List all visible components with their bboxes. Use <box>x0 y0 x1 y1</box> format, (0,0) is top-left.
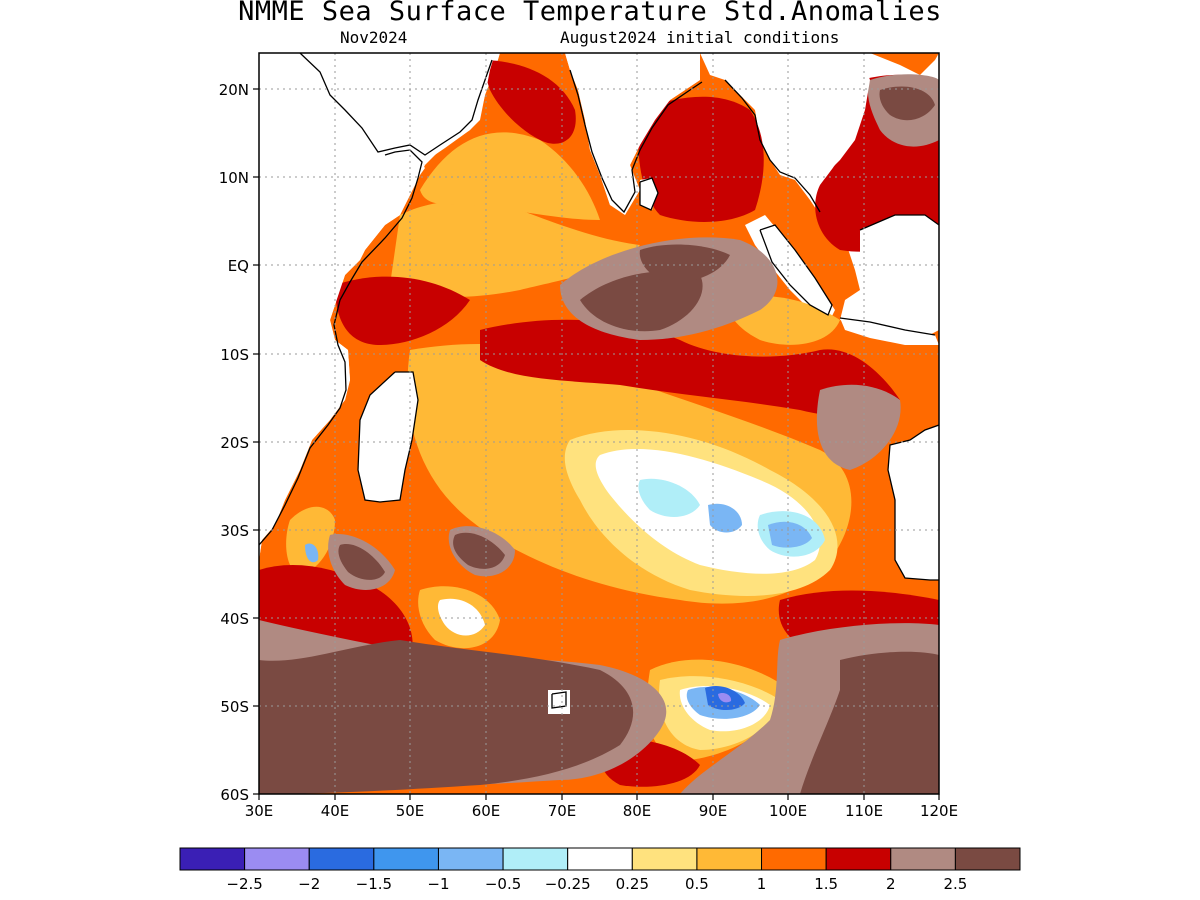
lat-tick-label: EQ <box>228 257 249 275</box>
colorbar-label: 2.5 <box>943 875 967 893</box>
anomaly-light-cyan <box>638 478 700 517</box>
africa-land-mask <box>259 53 425 560</box>
sri-lanka-mask <box>640 178 658 210</box>
java-coast <box>839 317 936 336</box>
lat-tick-label: 30S <box>220 522 249 540</box>
anomaly-blue-core <box>718 692 732 703</box>
lon-tick-label: 60E <box>472 802 501 820</box>
initial-conditions: August2024 initial conditions <box>560 28 840 47</box>
lat-tick-label: 10S <box>220 346 249 364</box>
forecast-month: Nov2024 <box>340 28 408 47</box>
madagascar-coast <box>357 371 419 503</box>
lon-tick-labels: 30E 40E 50E 60E 70E 80E 90E 100E 110E 12… <box>245 802 958 820</box>
colorbar-label: 2 <box>886 875 896 893</box>
colorbar-swatch <box>761 847 827 871</box>
plot-frame <box>258 52 940 795</box>
colorbar <box>179 847 1021 871</box>
lat-tick-label: 20S <box>220 434 249 452</box>
colorbar-swatch <box>696 847 763 871</box>
lon-tick-label: 80E <box>623 802 652 820</box>
colorbar-label: 0.25 <box>616 875 649 893</box>
colorbar-label: 1 <box>757 875 767 893</box>
lon-tick-label: 70E <box>548 802 577 820</box>
anomaly-light-orange-2 <box>420 132 600 220</box>
colorbar-label: −1.5 <box>356 875 392 893</box>
anomaly-dark-brown <box>580 271 703 332</box>
borneo-land-mask <box>860 215 939 305</box>
anomaly-sky-blue-2 <box>768 521 812 548</box>
africa-coast <box>259 149 423 546</box>
anomaly-dark-brown-3 <box>259 640 634 794</box>
colorbar-swatch <box>437 847 504 871</box>
india-land-mask <box>565 53 700 212</box>
colorbar-labels: −2.5 −2 −1.5 −1 −0.5 −0.25 0.25 0.5 1 1.5 2 2.5 <box>226 875 967 893</box>
madagascar-land-mask <box>358 372 418 502</box>
lat-tick-label: 40S <box>220 610 249 628</box>
lon-tick-label: 90E <box>699 802 728 820</box>
colorbar-label: −2.5 <box>226 875 262 893</box>
colorbar-swatch <box>308 847 375 871</box>
anomaly-dark-brown-4 <box>800 651 939 794</box>
colorbar-label: −0.25 <box>545 875 591 893</box>
lon-tick-label: 40E <box>321 802 350 820</box>
colorbar-swatch <box>890 847 956 871</box>
india-coast <box>569 69 703 214</box>
anomaly-field <box>259 53 939 794</box>
colorbar-swatch <box>825 847 892 871</box>
colorbar-swatch <box>244 847 310 871</box>
borneo-coast <box>859 214 939 231</box>
colorbar-label: −2 <box>298 875 320 893</box>
colorbar-swatch <box>567 847 633 871</box>
lat-tick-label: 10N <box>219 169 249 187</box>
colorbar-swatch <box>502 847 569 871</box>
lat-tick-label: 60S <box>220 786 249 804</box>
australia-coast <box>887 424 939 581</box>
anomaly-dark-red-5 <box>480 319 900 417</box>
arabia-land-mask <box>300 53 495 160</box>
sumatra-land-mask <box>760 225 832 315</box>
sri-lanka-coast <box>639 177 659 211</box>
anomaly-dark-red <box>480 60 576 144</box>
lon-tick-label: 30E <box>245 802 274 820</box>
lon-tick-label: 110E <box>845 802 883 820</box>
colorbar-swatch <box>954 847 1021 871</box>
java-land-mask <box>840 318 939 345</box>
anomaly-dark-red-2 <box>638 96 764 222</box>
anomaly-near-zero-3 <box>437 598 485 636</box>
colorbar-label: 0.5 <box>685 875 709 893</box>
colorbar-swatch <box>631 847 698 871</box>
anomaly-dark-brown-2 <box>639 244 730 283</box>
lon-tick-label: 100E <box>769 802 807 820</box>
colorbar-swatch <box>373 847 439 871</box>
axis-ticks <box>253 88 940 800</box>
burma-coast <box>724 79 821 213</box>
anomaly-sky-blue <box>708 503 742 533</box>
colorbar-swatch <box>179 847 246 871</box>
anomaly-dark-brown-7 <box>879 86 935 121</box>
lat-tick-label: 20N <box>219 81 249 99</box>
se-asia-land-mask <box>720 53 870 175</box>
anomaly-sky-blue-4 <box>305 543 319 563</box>
anomaly-dark-brown-5 <box>338 544 385 580</box>
colorbar-label: −0.5 <box>485 875 521 893</box>
colorbar-label: 1.5 <box>814 875 838 893</box>
colorbar-label: −1 <box>427 875 449 893</box>
anomaly-dark-brown-6 <box>453 532 505 569</box>
anomaly-rose-brown-5 <box>816 384 901 470</box>
anomaly-dark-red-4 <box>335 276 470 345</box>
lon-tick-label: 50E <box>396 802 425 820</box>
sumatra-coast <box>759 224 833 316</box>
lat-tick-labels: 20N 10N EQ 10S 20S 30S 40S 50S 60S <box>219 81 249 804</box>
anomaly-light-orange-5 <box>286 506 335 575</box>
lon-tick-label: 120E <box>920 802 958 820</box>
australia-land-mask <box>888 425 939 580</box>
map-title: NMME Sea Surface Temperature Std.Anomali… <box>238 0 942 27</box>
lat-tick-label: 50S <box>220 698 249 716</box>
